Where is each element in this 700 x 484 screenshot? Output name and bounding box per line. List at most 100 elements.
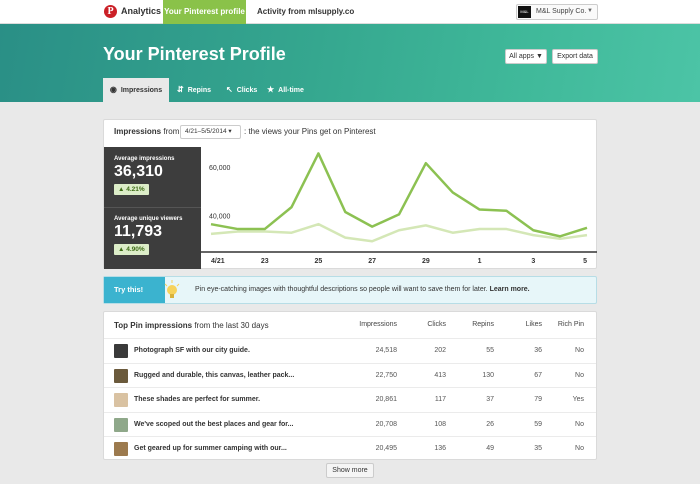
stat-average-impressions: Average impressions 36,310 ▲ 4.21% — [114, 156, 174, 195]
top-pins-title-bold: Top Pin impressions — [114, 321, 193, 330]
tab-activity-from-site[interactable]: Activity from mlsupply.co — [257, 7, 355, 16]
change-badge: ▲ 4.21% — [114, 184, 149, 195]
impressions-line-chart[interactable]: 60,000 40,000 4/21 23 25 27 29 1 3 5 — [201, 147, 597, 269]
account-switcher[interactable]: M&L M&L Supply Co. ▼ — [516, 4, 598, 20]
column-header-impressions[interactable]: Impressions — [359, 321, 397, 328]
impressions-description: : the views your Pins get on Pinterest — [244, 127, 376, 136]
lightbulb-icon — [164, 280, 180, 298]
tab-clicks[interactable]: ↖ Clicks — [226, 78, 257, 102]
pin-title[interactable]: These shades are perfect for summer. — [134, 396, 261, 403]
cell-rich: No — [575, 420, 584, 428]
stat-average-unique-viewers: Average unique viewers 11,793 ▲ 4.90% — [114, 216, 182, 255]
table-row[interactable]: Photograph SF with our city guide. 24,518… — [104, 338, 596, 362]
stat-label: Average impressions — [114, 156, 175, 162]
x-tick-label: 5 — [583, 258, 587, 265]
pin-thumbnail[interactable] — [114, 368, 128, 383]
cell-repins: 55 — [486, 347, 494, 354]
cell-repins: 130 — [482, 371, 494, 379]
tab-impressions[interactable]: ◉ Impressions — [103, 78, 169, 102]
table-row[interactable]: We've scoped out the best places and gea… — [104, 411, 596, 436]
pin-thumbnail[interactable] — [114, 344, 128, 358]
tab-your-pinterest-profile[interactable]: Your Pinterest profile — [163, 0, 246, 24]
star-icon: ★ — [267, 85, 275, 94]
column-header-rich-pin[interactable]: Rich Pin — [557, 321, 584, 328]
up-arrow-icon: ▲ — [118, 186, 125, 193]
all-apps-dropdown[interactable]: All apps ▼ — [505, 49, 547, 64]
tab-repins-label: Repins — [187, 87, 212, 94]
pinterest-logo-icon[interactable]: P — [104, 5, 117, 18]
metric-tabs: ◉ Impressions ⇵ Repins ↖ Clicks ★ All-time — [0, 78, 700, 102]
top-pins-title-rest: from the last 30 days — [192, 321, 269, 330]
change-badge: ▲ 4.90% — [114, 244, 149, 255]
column-header-likes[interactable]: Likes — [525, 321, 542, 328]
cell-clicks: 108 — [434, 420, 446, 428]
column-header-repins[interactable]: Repins — [472, 321, 494, 328]
impressions-heading-label: Impressions — [114, 127, 162, 136]
from-label: from — [163, 127, 180, 136]
stats-panel: Average impressions 36,310 ▲ 4.21% Avera… — [104, 147, 201, 269]
cell-likes: 35 — [534, 445, 542, 452]
pin-title[interactable]: Photograph SF with our city guide. — [134, 347, 250, 354]
stat-label: Average unique viewers — [114, 216, 183, 222]
x-tick-label: 27 — [368, 258, 376, 265]
cell-likes: 67 — [534, 371, 542, 379]
cell-impressions: 20,495 — [375, 445, 397, 452]
pin-thumbnail[interactable] — [114, 393, 128, 407]
cell-clicks: 136 — [434, 445, 446, 452]
learn-more-link[interactable]: Learn more. — [489, 286, 530, 293]
show-more-button[interactable]: Show more — [326, 463, 374, 478]
impressions-heading: Impressions from — [114, 127, 179, 136]
tab-all-time-label: All-time — [278, 87, 304, 94]
up-arrow-icon: ▲ — [118, 246, 125, 253]
cell-impressions: 22,750 — [375, 371, 397, 379]
x-tick-label: 25 — [315, 258, 323, 265]
cell-likes: 79 — [534, 396, 542, 403]
cell-clicks: 202 — [434, 347, 446, 354]
impressions-card: Impressions from 4/21–5/5/2014 ▾ : the v… — [103, 119, 597, 269]
analytics-brand[interactable]: Analytics — [121, 6, 162, 16]
cell-clicks: 117 — [434, 396, 446, 403]
table-row[interactable]: These shades are perfect for summer. 20,8… — [104, 387, 596, 411]
top-pins-card: Top Pin impressions from the last 30 day… — [103, 311, 597, 460]
pin-title[interactable]: Get geared up for summer camping with ou… — [134, 445, 287, 452]
cell-impressions: 20,861 — [375, 396, 397, 403]
cell-likes: 59 — [534, 420, 542, 428]
divider — [104, 207, 201, 208]
cell-repins: 26 — [486, 420, 494, 428]
tip-message: Pin eye-catching images with thoughtful … — [195, 286, 488, 293]
tab-impressions-label: Impressions — [120, 87, 163, 94]
pin-thumbnail[interactable] — [114, 442, 128, 456]
repin-icon: ⇵ — [177, 85, 184, 94]
column-header-clicks[interactable]: Clicks — [427, 321, 446, 328]
y-tick-label: 40,000 — [209, 214, 231, 221]
x-tick-label: 29 — [422, 258, 430, 265]
export-data-button[interactable]: Export data — [552, 49, 598, 64]
tip-text: Pin eye-catching images with thoughtful … — [195, 286, 530, 293]
cell-clicks: 413 — [434, 371, 446, 379]
date-range-picker[interactable]: 4/21–5/5/2014 ▾ — [180, 125, 241, 139]
x-tick-label: 23 — [261, 258, 269, 265]
cell-repins: 49 — [486, 445, 494, 452]
change-value: 4.90% — [126, 246, 145, 253]
stat-value: 11,793 — [114, 223, 163, 240]
impressions-line[interactable] — [210, 152, 588, 238]
tip-banner: Try this! Pin eye-catching images with t… — [103, 276, 597, 304]
cell-rich: No — [575, 347, 584, 354]
table-row[interactable]: Rugged and durable, this canvas, leather… — [104, 362, 596, 387]
date-range-value: 4/21–5/5/2014 — [185, 128, 227, 135]
tab-all-time[interactable]: ★ All-time — [267, 78, 304, 102]
pin-title[interactable]: We've scoped out the best places and gea… — [134, 420, 294, 428]
cell-rich: No — [575, 371, 584, 379]
cell-rich: Yes — [572, 396, 584, 403]
try-this-tag: Try this! — [104, 277, 165, 303]
tab-repins[interactable]: ⇵ Repins — [177, 78, 211, 102]
unique-viewers-line[interactable] — [210, 222, 588, 243]
y-tick-label: 60,000 — [209, 165, 231, 172]
pin-thumbnail[interactable] — [114, 417, 128, 432]
table-row[interactable]: Get geared up for summer camping with ou… — [104, 436, 596, 460]
cursor-icon: ↖ — [226, 85, 233, 94]
top-pins-title: Top Pin impressions from the last 30 day… — [114, 321, 269, 330]
cell-repins: 37 — [486, 396, 494, 403]
cell-impressions: 24,518 — [375, 347, 397, 354]
pin-title[interactable]: Rugged and durable, this canvas, leather… — [134, 371, 295, 379]
